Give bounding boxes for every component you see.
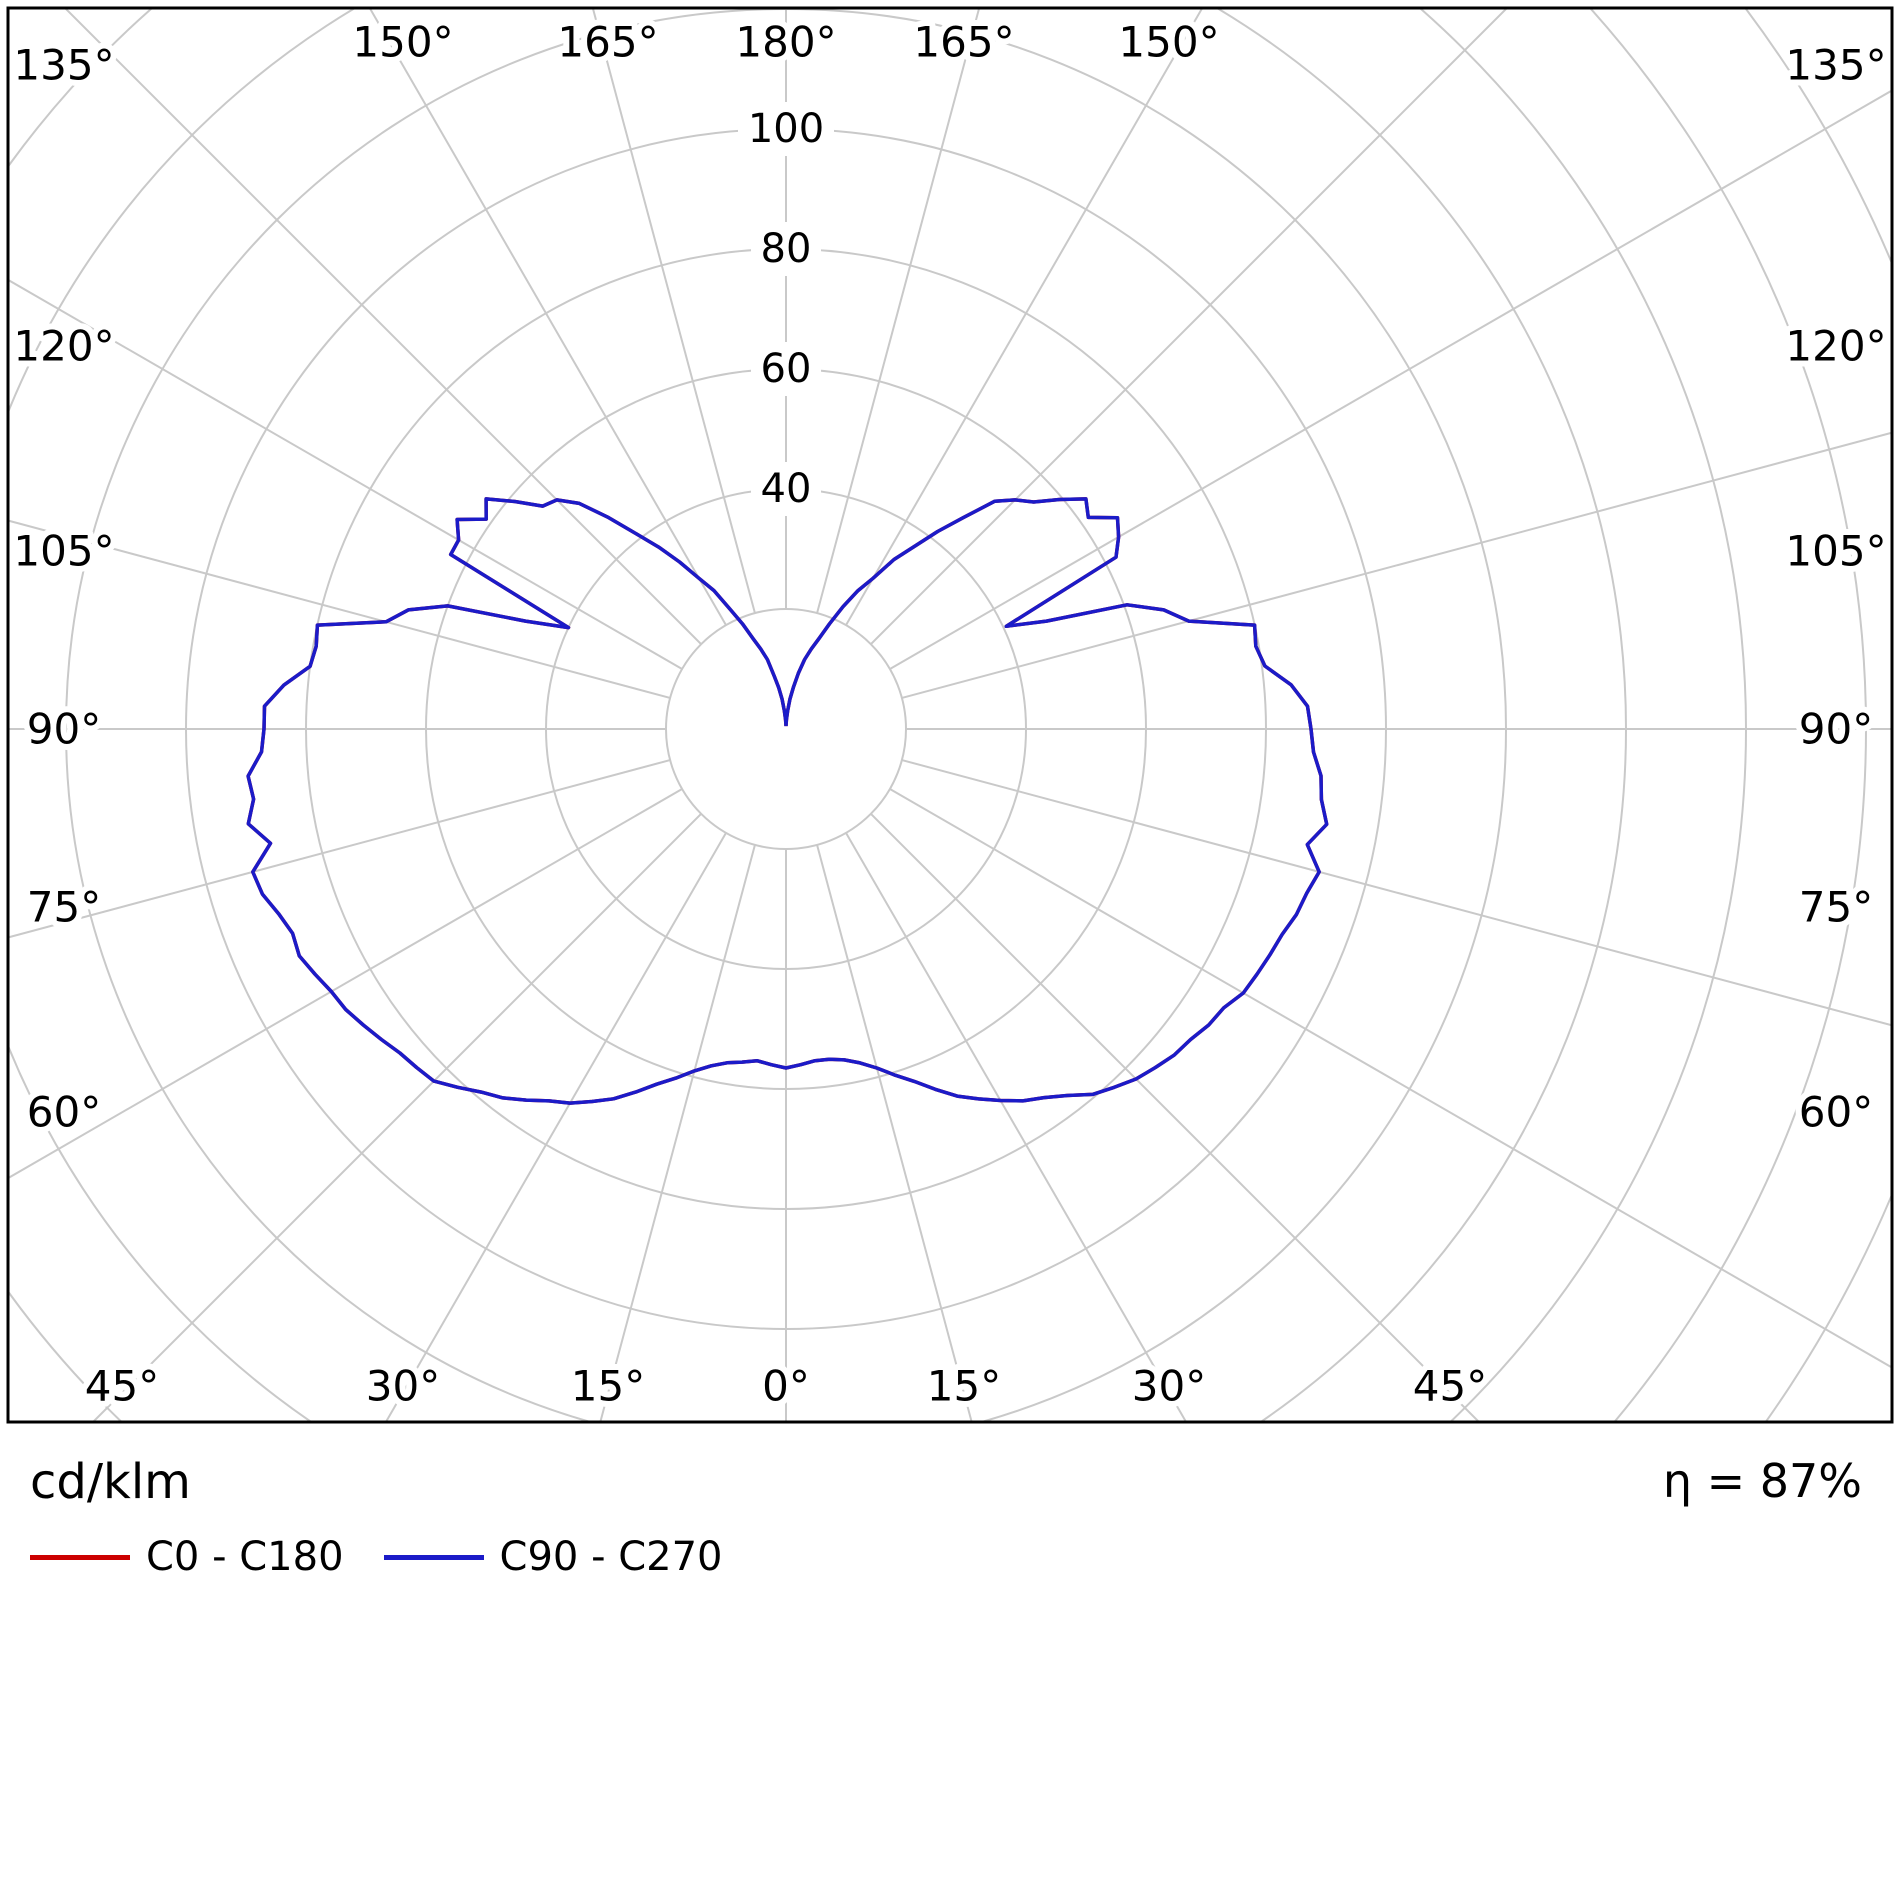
units-label: cd/klm [30,1454,191,1510]
legend-item-c90-c270: C90 - C270 [383,1534,723,1580]
radial-tick-bg [751,222,821,276]
angle-label: 135° [13,41,114,90]
angle-label: 75° [1799,883,1873,932]
angle-label: 105° [1785,527,1886,576]
legend-label-c90-c270: C90 - C270 [499,1534,723,1580]
legend-swatch-c0-c180 [30,1554,130,1560]
angle-label: 150° [352,18,453,67]
angle-label: 15° [571,1362,645,1411]
angle-label: 120° [1785,322,1886,371]
angle-label: 75° [27,883,101,932]
angle-label: 45° [1413,1362,1487,1411]
legend: C0 - C180 C90 - C270 [30,1534,723,1580]
legend-item-c0-c180: C0 - C180 [30,1534,344,1580]
grid-spoke [845,832,1187,1421]
angle-label: 165° [913,18,1014,67]
grid-spoke [369,9,727,626]
grid-spoke [9,279,683,670]
radial-tick-bg [751,342,821,396]
grid-spoke [870,813,1479,1421]
angle-label: 150° [1118,18,1219,67]
angle-label: 90° [27,705,101,754]
grid-spoke [9,519,671,699]
grid-spoke [9,788,683,1179]
grid-spoke [901,432,1891,699]
angle-label: 180° [735,18,836,67]
legend-swatch-c90-c270 [383,1554,484,1560]
radial-tick-label: 40 [761,466,812,512]
grid-spoke [93,813,702,1421]
grid-spoke [65,9,702,645]
angle-label: 120° [13,322,114,371]
angle-label: 30° [1132,1362,1206,1411]
angle-label: 30° [366,1362,440,1411]
angle-label: 60° [1799,1088,1873,1137]
angle-label: 60° [27,1088,101,1137]
polar-chart: 40 60 80 100 0° 15° 15° 30° 30° 45° 45° 60° 60° 75° 75… [0,0,1900,1440]
grid-spoke [901,759,1891,1026]
grid-spoke [889,90,1891,670]
radial-tick-label: 80 [761,226,812,272]
angle-label: 45° [85,1362,159,1411]
angle-label: 135° [1785,41,1886,90]
grid-spoke [816,844,973,1421]
curve-c0-c180 [246,497,1329,1105]
angle-label: 165° [557,18,658,67]
grid-spoke [889,788,1891,1368]
radial-tick-bg [751,462,821,516]
chart-frame [6,6,1894,1424]
angle-label: 90° [1799,705,1873,754]
grid-ring [665,608,907,850]
radial-tick-label: 100 [748,106,824,152]
grid-spoke [816,9,980,614]
grid-ring [1744,9,1891,1421]
radial-tick-bg [738,102,834,156]
legend-label-c0-c180: C0 - C180 [146,1534,344,1580]
grid-spoke [599,844,756,1421]
grid-spoke [592,9,756,614]
grid-spoke [870,9,1507,645]
efficiency-value: η = 87% [1662,1454,1862,1508]
grid-spoke [385,832,727,1421]
grid-ring [0,0,1900,1440]
grid-spoke [9,759,671,939]
curve-c90-c270 [246,497,1329,1105]
radial-tick-label: 60 [761,346,812,392]
angle-label: 15° [927,1362,1001,1411]
angle-label: 0° [762,1362,810,1411]
grid-ring [9,9,1627,1421]
angle-label: 105° [13,527,114,576]
grid-spoke [845,9,1203,626]
